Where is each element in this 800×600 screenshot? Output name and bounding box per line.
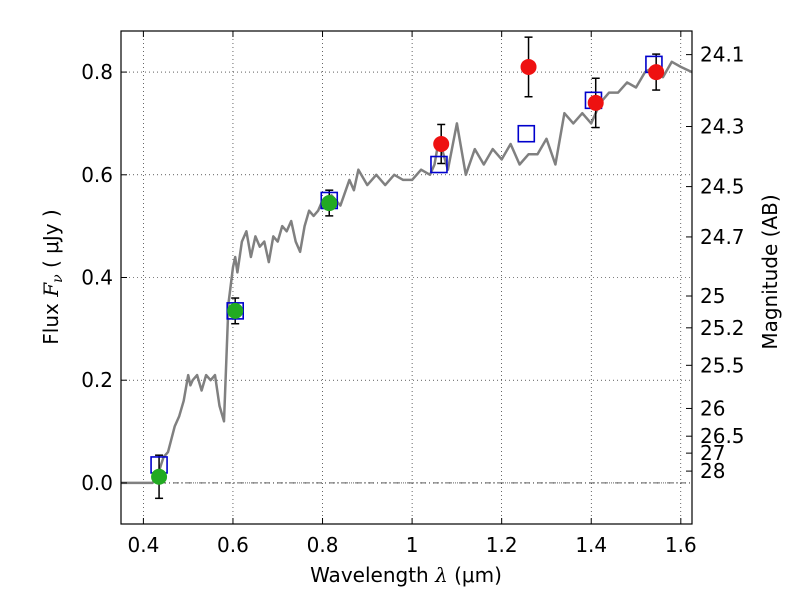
y2-tick-label: 26.5: [700, 424, 745, 448]
model-photometry-marker: [430, 155, 448, 174]
observed-nir-marker: [587, 94, 604, 111]
observed-nir-marker: [433, 135, 450, 152]
y-axis-title-prefix: Flux: [39, 297, 63, 345]
y-tick-label: 0.8: [81, 60, 113, 84]
x-tick-label: 0.4: [127, 533, 159, 557]
x-tick-label: 1.6: [665, 533, 697, 557]
y2-tick-label: 25.2: [700, 316, 745, 340]
y2-tick-label: 25: [700, 284, 725, 308]
y2-tick-label: 27: [700, 441, 725, 465]
x-tick-label: 0.8: [307, 533, 339, 557]
x-tick-label: 1.2: [486, 533, 518, 557]
model-photometry-marker: [517, 124, 536, 143]
x-tick-label: 0.6: [217, 533, 249, 557]
y2-axis-title: Magnitude (AB): [758, 194, 782, 349]
observed-nir-marker: [520, 58, 537, 75]
observed-optical-marker: [151, 468, 168, 485]
x-axis-ticks: 0.4 0.6 0.8 1 1.2 1.4 1.6: [127, 31, 697, 557]
x-axis-title: Wavelength λ (μm): [310, 563, 502, 587]
observed-nir-marker: [648, 64, 665, 81]
y2-tick-label: 24.1: [700, 43, 745, 67]
model-photometry-series: [150, 55, 663, 474]
y-tick-label: 0.0: [81, 471, 113, 495]
y2-tick-label: 26: [700, 396, 725, 420]
observed-optical-marker: [321, 195, 338, 212]
y-tick-label: 0.4: [81, 266, 113, 290]
y2-tick-label: 25.5: [700, 353, 745, 377]
y2-tick-label: 28: [700, 459, 725, 483]
x-tick-label: 1.4: [575, 533, 607, 557]
y-axis-ticks: 0.0 0.2 0.4 0.6 0.8: [81, 60, 127, 495]
observed-optical-marker: [227, 302, 244, 319]
y-axis-title-subscript: ν: [50, 274, 66, 283]
y-axis-title-unit: ( μJy ): [39, 209, 63, 274]
y2-tick-label: 24.3: [700, 115, 745, 139]
x-axis-title-symbol: λ: [434, 563, 448, 587]
y-axis-title: Flux Fν ( μJy ): [39, 209, 66, 344]
model-spectrum-series: [121, 60, 693, 485]
error-bars: [155, 36, 661, 500]
y-tick-label: 0.6: [81, 163, 113, 187]
observed-optical-series: [151, 195, 338, 485]
observed-nir-series: [433, 58, 665, 152]
x-axis-title-prefix: Wavelength: [310, 563, 435, 587]
y2-tick-label: 24.5: [700, 175, 745, 199]
x-axis-title-unit: (μm): [448, 563, 502, 587]
model-spectrum-line: [121, 60, 693, 485]
y-tick-label: 0.2: [81, 368, 113, 392]
x-tick-label: 1: [406, 533, 419, 557]
grid-lines: [121, 31, 692, 524]
y-axis-title-symbol: F: [39, 282, 63, 298]
plot-frame: [120, 30, 693, 525]
y2-tick-label: 24.7: [700, 225, 745, 249]
